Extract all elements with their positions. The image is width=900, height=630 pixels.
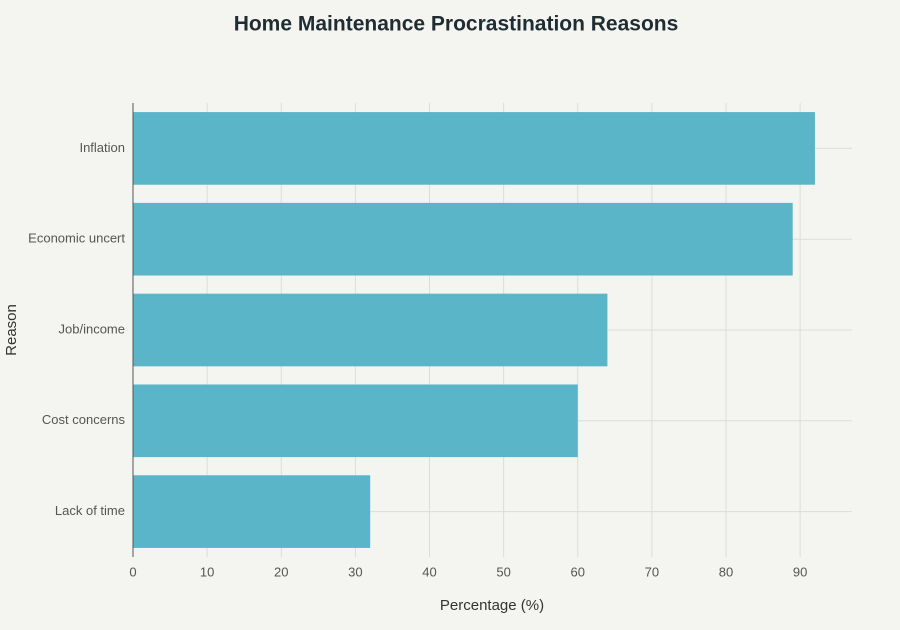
bar xyxy=(133,202,793,276)
x-tick-label: 80 xyxy=(719,564,733,579)
x-tick-label: 50 xyxy=(496,564,510,579)
y-tick-label: Job/income xyxy=(59,321,125,336)
x-tick-label: 30 xyxy=(348,564,362,579)
y-tick-label: Cost concerns xyxy=(42,412,126,427)
y-tick-label: Economic uncert xyxy=(28,231,125,246)
x-tick-label: 0 xyxy=(129,564,136,579)
x-tick-label: 40 xyxy=(422,564,436,579)
bar xyxy=(133,475,371,548)
x-axis-title: Percentage (%) xyxy=(440,597,544,614)
chart-title: Home Maintenance Procrastination Reasons xyxy=(234,13,679,36)
x-tick-label: 20 xyxy=(274,564,288,579)
x-tick-label: 70 xyxy=(645,564,659,579)
x-tick-label: 90 xyxy=(793,564,807,579)
bar xyxy=(133,384,578,458)
y-tick-label: Lack of time xyxy=(55,503,125,518)
bar xyxy=(133,293,608,367)
y-tick-label: Inflation xyxy=(79,140,125,155)
x-tick-label: 10 xyxy=(200,564,214,579)
x-tick-label: 60 xyxy=(571,564,585,579)
bar xyxy=(133,112,815,185)
y-axis-title: Reason xyxy=(3,304,20,356)
